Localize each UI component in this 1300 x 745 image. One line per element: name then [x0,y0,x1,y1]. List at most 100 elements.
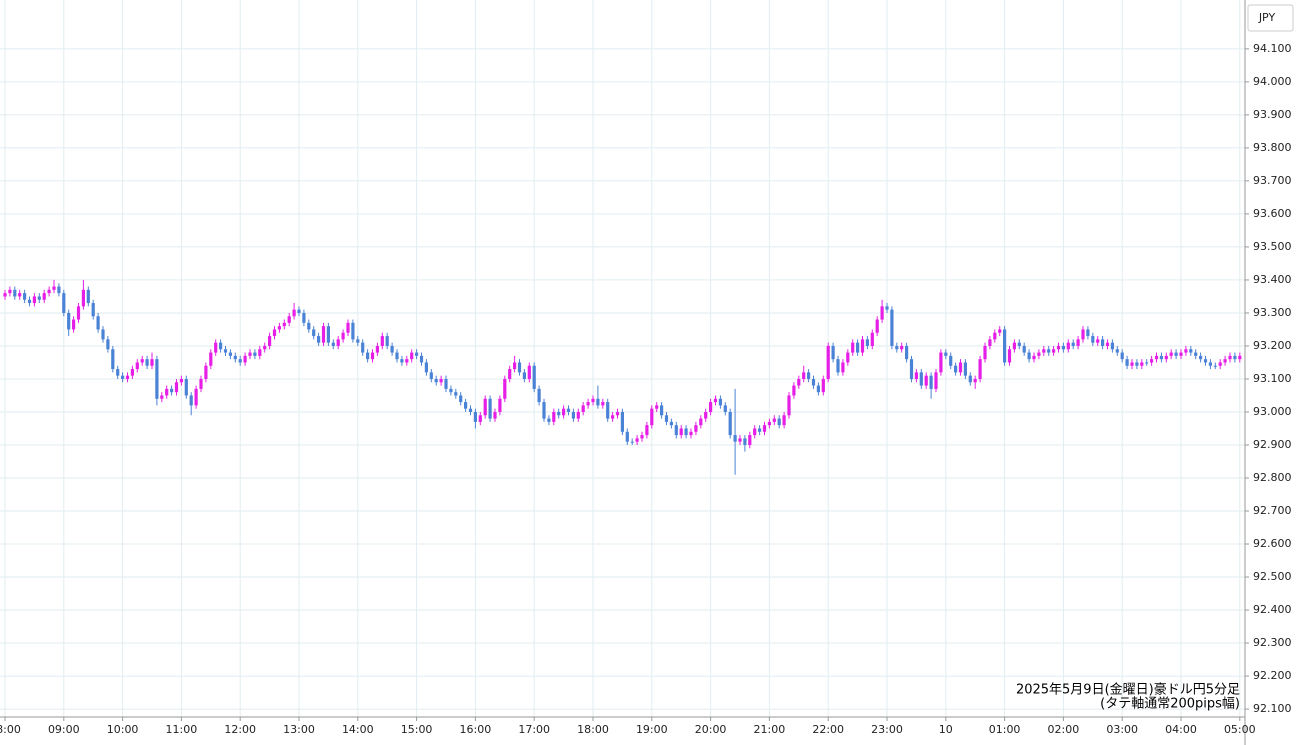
candle-body [405,359,409,363]
candle-body [762,425,767,432]
candle-body [317,336,321,343]
candle-body [782,415,786,426]
x-tick-label: 10 [939,723,953,736]
candle-body [23,293,27,300]
candle-body [802,372,806,379]
candle-body [1184,349,1188,353]
x-tick-label: 17:00 [518,723,550,736]
candle-body [831,345,835,360]
candle-body [72,319,76,330]
candle-body [145,359,149,366]
candle-body [32,296,36,304]
candle-body [929,375,933,389]
candle-body [219,342,223,350]
grid [0,0,1245,717]
candle-body [1003,329,1007,363]
candle-body [885,306,889,310]
candle-body [836,359,840,373]
candle-body [52,286,56,290]
candle-body [150,359,154,366]
y-tick-label: 94.100 [1253,42,1292,55]
candle-body [1213,365,1217,367]
candle-body [1208,362,1212,366]
candle-body [723,405,727,412]
x-tick-label: 20:00 [695,723,727,736]
candle-body [924,375,928,386]
candle-body [473,411,477,422]
candle-body [1120,352,1124,360]
candle-body [1130,362,1134,366]
candle-body [1071,342,1075,346]
candle-body [547,418,551,422]
x-tick-label: 23:00 [871,723,903,736]
x-tick-label: 22:00 [812,723,844,736]
candle-body [155,359,159,399]
candle-body [968,375,972,383]
candle-body [1125,359,1129,366]
candle-body [767,421,771,426]
candle-body [351,322,355,340]
candle-body [1145,362,1149,364]
candle-body [777,418,781,426]
candle-body [1096,339,1100,343]
candle-body [1238,355,1242,360]
candle-body [1223,359,1227,363]
candle-body [179,378,183,383]
candle-body [640,435,644,439]
candle-body [875,319,879,333]
candle-body [1017,342,1021,346]
candle-body [459,395,463,403]
candle-body [341,332,345,340]
candle-body [415,352,419,356]
candle-body [611,415,615,419]
y-tick-label: 93.300 [1253,306,1292,319]
candle-body [1022,345,1026,353]
candle-body [532,365,536,389]
y-tick-label: 93.000 [1253,405,1292,418]
candle-body [91,303,95,317]
candle-body [1032,355,1036,360]
candle-body [1179,352,1183,356]
candle-body [606,402,610,419]
candle-body [121,375,125,379]
candle-body [537,388,541,403]
candle-body [101,329,105,340]
annotation: 2025年5月9日(金曜日)豪ドル円5分足 [1016,682,1240,698]
candle-body [909,359,914,379]
candle-body [174,382,179,393]
y-tick-label: 93.600 [1253,207,1292,220]
candle-body [728,411,732,436]
candle-body [42,293,46,300]
candle-body [963,362,967,376]
candle-body [67,312,71,330]
y-tick-label: 92.200 [1253,669,1292,682]
candle-body [738,438,742,442]
candle-body [302,312,306,323]
x-tick-label: 15:00 [401,723,433,736]
candle-body [297,309,301,313]
candle-body [493,411,497,419]
candle-body [346,322,350,333]
candle-body [821,378,825,393]
candle-body [581,405,585,412]
y-tick-label: 93.400 [1253,273,1292,286]
candle-body [1037,352,1041,356]
candle-body [292,309,296,317]
candle-body [1159,355,1163,360]
candle-body [988,339,992,346]
x-tick-label: 12:00 [224,723,256,736]
candle-body [1164,355,1168,360]
candle-body [111,349,115,370]
candle-body [684,428,688,436]
candle-body [194,388,198,406]
candle-body [238,359,242,363]
candle-body [170,388,174,393]
candle-body [1154,355,1159,360]
candle-body [562,408,566,416]
candle-body [272,329,277,337]
candle-body [1189,349,1193,353]
candle-body [527,365,531,379]
candle-body [312,329,316,337]
candle-body [478,415,482,422]
candle-body [3,293,7,297]
